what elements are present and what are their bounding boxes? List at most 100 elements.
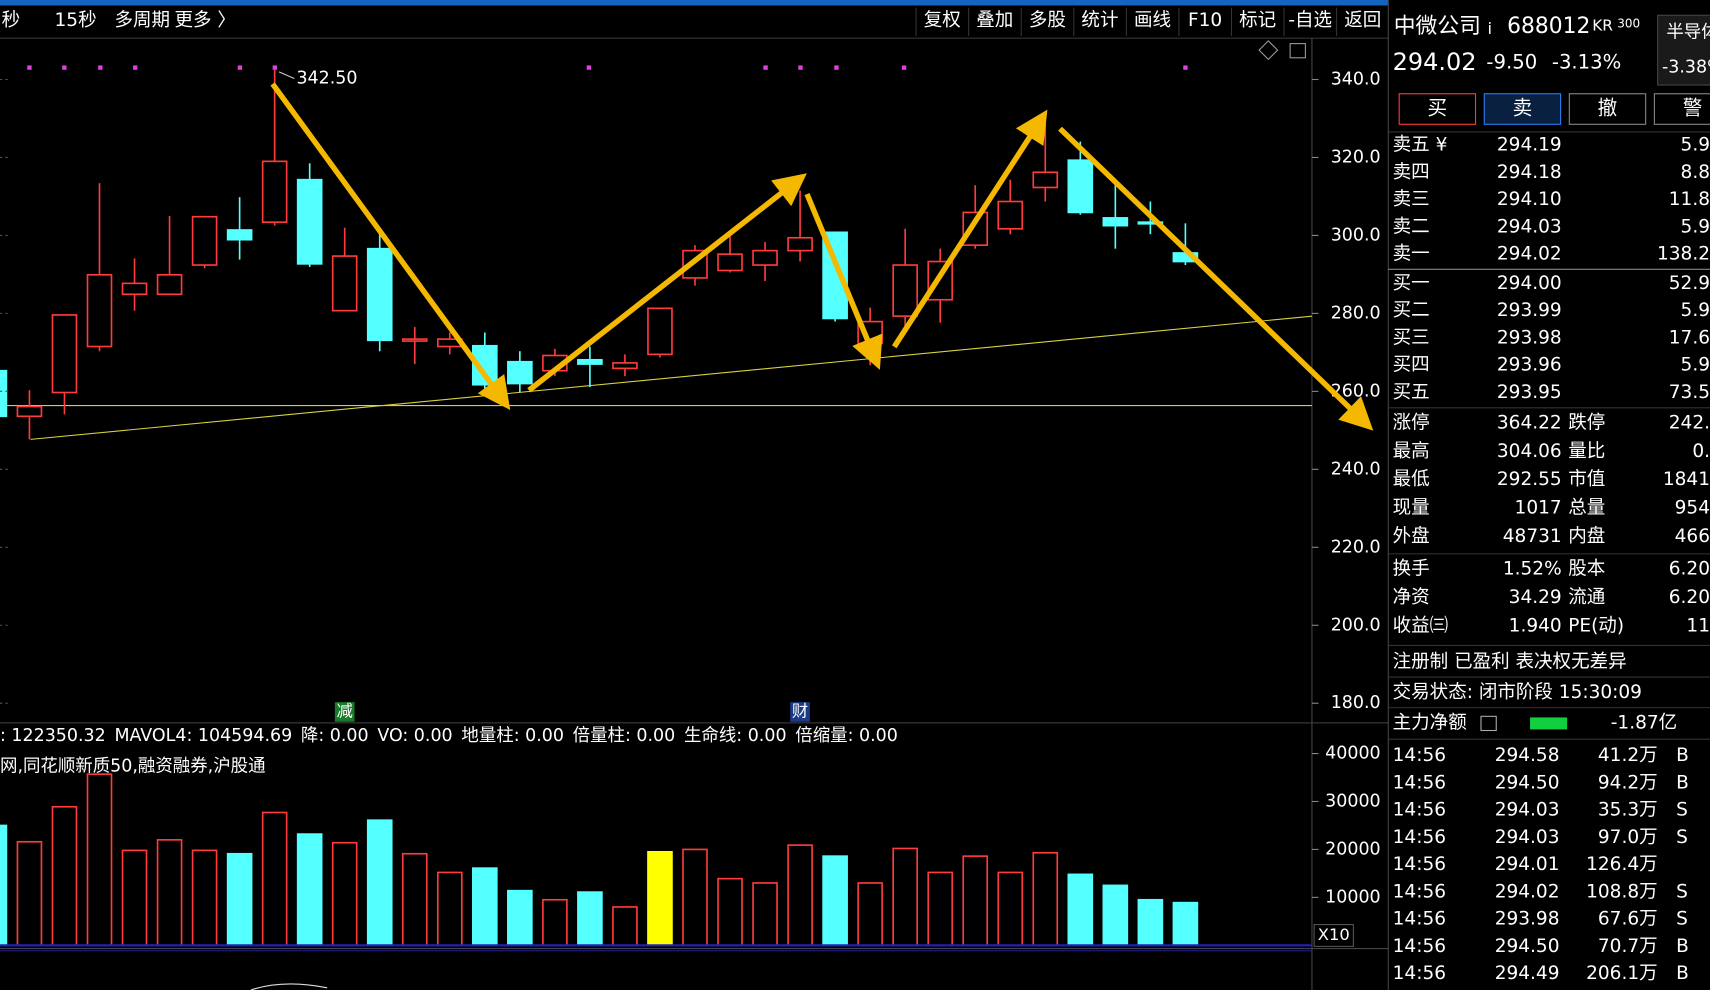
toolbar-item[interactable]: 返回 — [1344, 10, 1381, 31]
trade-button[interactable] — [1653, 93, 1710, 125]
indicator-value: 降: 0.00 — [301, 726, 369, 746]
candle-body — [1137, 221, 1164, 225]
toolbar-item[interactable]: 秒 — [2, 10, 21, 31]
book-volume: 11.8 — [1669, 189, 1710, 210]
toolbar-item[interactable]: 统计 — [1081, 10, 1118, 31]
book-level: 卖四 — [1393, 162, 1430, 183]
trade-price: 294.50 — [1495, 772, 1560, 793]
indicator-value: 地量柱: 0.00 — [461, 726, 564, 746]
toolbar-item[interactable]: 标记 — [1239, 10, 1276, 31]
candle-body — [226, 229, 253, 241]
stat-label: 市值 — [1568, 469, 1605, 490]
stat-value: 34.29 — [1509, 587, 1562, 608]
y-tick-label: 340.0 — [1331, 69, 1381, 89]
trade-time: 14:56 — [1393, 881, 1446, 902]
stat-label: 外盘 — [1393, 526, 1430, 547]
toolbar-item[interactable]: F10 — [1188, 10, 1222, 31]
signal-dot — [237, 65, 243, 70]
trade-button[interactable] — [1398, 93, 1477, 125]
book-price: 294.03 — [1497, 216, 1562, 237]
stat-value: 242. — [1669, 413, 1710, 434]
scale-box — [1313, 924, 1354, 947]
signal-dot — [62, 65, 67, 70]
trade-button-label[interactable]: 买 — [1428, 97, 1448, 120]
stat-label: 现量 — [1393, 498, 1430, 519]
volume-bar — [226, 852, 253, 947]
volume-bar — [156, 839, 183, 947]
volume-bar — [927, 871, 954, 947]
volume-bar — [822, 855, 848, 947]
trade-price: 294.02 — [1495, 881, 1560, 902]
price-change: -9.50 — [1486, 51, 1537, 74]
volume-bar — [892, 847, 918, 947]
toolbar-item[interactable]: 叠加 — [976, 10, 1013, 31]
trade-button[interactable] — [1568, 93, 1647, 125]
toolbar-item[interactable]: 多周期 — [115, 10, 171, 31]
trade-button-label[interactable]: 卖 — [1513, 97, 1533, 120]
top-strip — [0, 0, 1389, 6]
volume-bar — [261, 811, 288, 947]
candle-body — [752, 249, 778, 266]
sector-change: -3.38% — [1662, 58, 1710, 78]
book-volume: 17.6 — [1669, 327, 1710, 348]
book-volume: 5.9 — [1681, 216, 1710, 237]
info-icon[interactable]: i — [1488, 19, 1493, 38]
toolbar-item[interactable]: 多股 — [1029, 10, 1066, 31]
volume-bar — [191, 849, 218, 947]
trade-time: 14:56 — [1393, 936, 1446, 957]
signal-dot — [272, 65, 278, 70]
toolbar-item[interactable]: 15秒 — [55, 10, 97, 31]
book-level: 卖二 — [1393, 216, 1430, 237]
trade-time: 14:56 — [1393, 827, 1446, 848]
y-tick-label: 300.0 — [1331, 225, 1381, 245]
indicator-value: : 122350.32 — [0, 726, 106, 746]
trade-price: 294.03 — [1495, 800, 1560, 821]
toolbar-item[interactable]: -自选 — [1288, 10, 1332, 31]
last-price: 294.02 — [1393, 48, 1477, 76]
flow-icon — [1480, 715, 1497, 732]
high-label: 342.50 — [296, 68, 357, 88]
signal-dot — [834, 65, 839, 70]
candle-body — [612, 362, 638, 370]
y-tick-label: 280.0 — [1331, 303, 1381, 323]
indicator-value: 倍缩量: 0.00 — [795, 726, 898, 746]
candle-body — [366, 247, 393, 342]
toolbar-item[interactable]: 更多 〉 — [174, 10, 235, 31]
book-volume: 52.9 — [1669, 273, 1710, 294]
signal-dot — [586, 65, 592, 70]
candle-body — [0, 369, 8, 418]
candle-body — [997, 200, 1024, 230]
stat-label: 跌停 — [1568, 413, 1605, 434]
stat-value: 6.20 — [1669, 559, 1710, 580]
trade-button[interactable] — [1483, 93, 1562, 125]
book-price: 293.98 — [1497, 327, 1562, 348]
candle-body — [16, 405, 43, 418]
trade-button-label[interactable]: 撤 — [1598, 97, 1618, 120]
stat-value: 1841 — [1663, 469, 1710, 490]
signal-dot — [901, 65, 907, 70]
book-price: 293.95 — [1497, 382, 1562, 403]
flow-label: 主力净额 — [1393, 712, 1467, 733]
book-volume: 5.9 — [1681, 135, 1710, 156]
volume-bar — [436, 871, 463, 947]
toolbar-item[interactable]: 复权 — [924, 10, 961, 31]
volume-bar — [682, 848, 708, 947]
stat-label: 最高 — [1393, 441, 1430, 462]
trade-button-label[interactable]: 警 — [1683, 97, 1703, 120]
stat-value: 954 — [1675, 498, 1710, 519]
stat-value: 11 — [1686, 615, 1710, 636]
trade-price: 294.03 — [1495, 827, 1560, 848]
volume-bar — [296, 833, 323, 947]
board-no: 300 — [1617, 16, 1640, 30]
stat-label: 涨停 — [1393, 413, 1430, 434]
candle-body — [86, 273, 113, 348]
stat-label: 股本 — [1568, 559, 1605, 580]
trend-arrow — [804, 193, 883, 370]
book-level: 卖一 — [1393, 244, 1430, 265]
book-level: 买二 — [1393, 300, 1430, 321]
trend-arrow — [270, 82, 511, 411]
stock-tags: 注册制 已盈利 表决权无差异 — [1393, 651, 1627, 672]
toolbar-item[interactable]: 画线 — [1134, 10, 1171, 31]
